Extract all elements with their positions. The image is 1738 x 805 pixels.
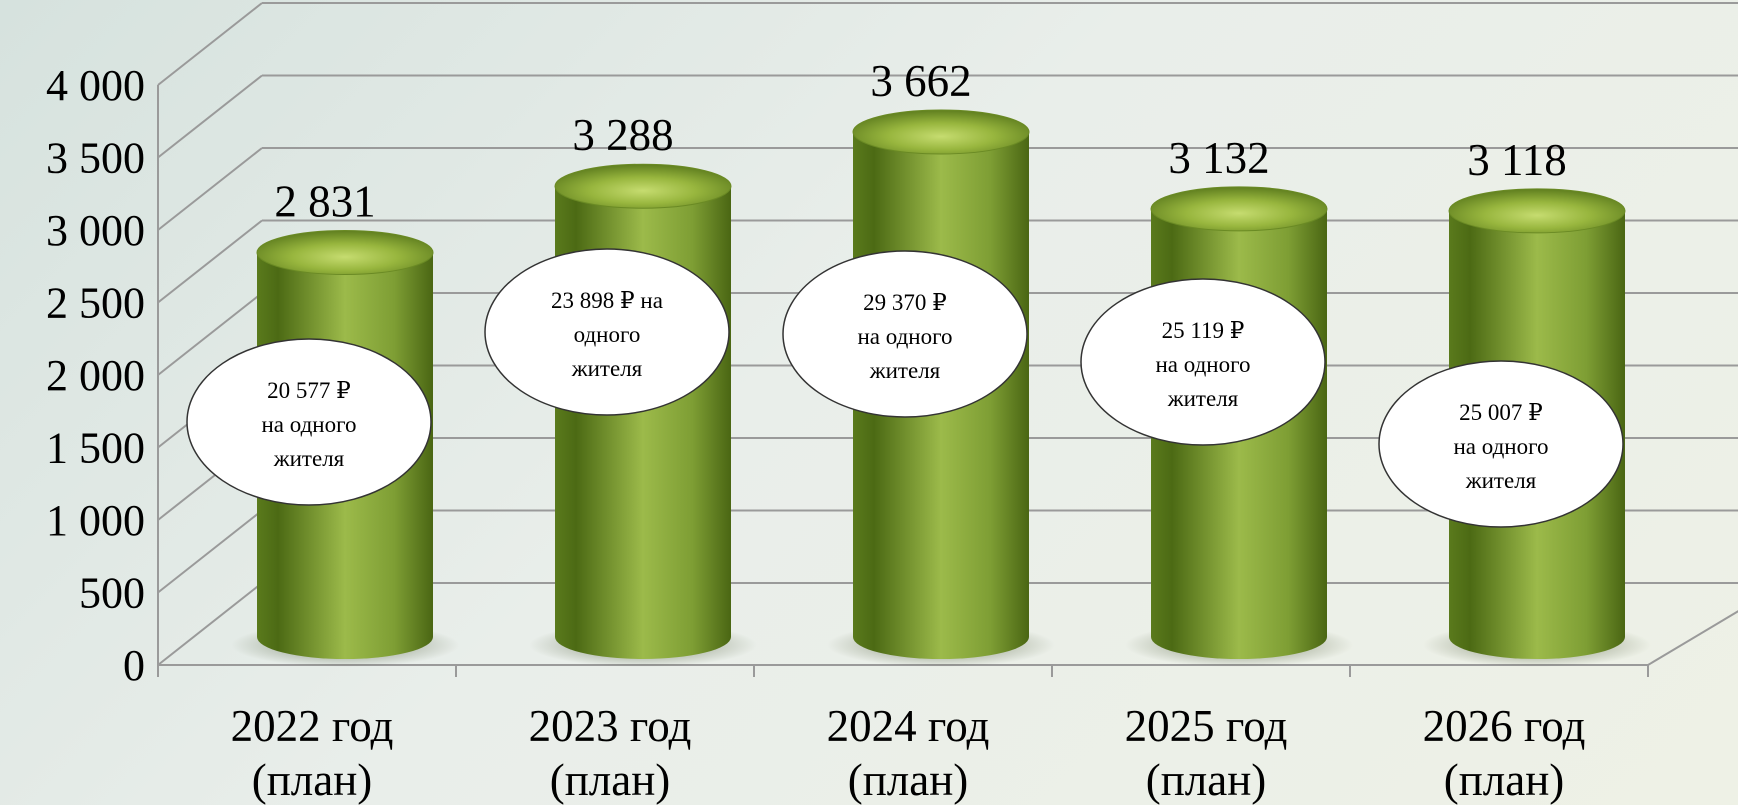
x-category-label: 2023 год bbox=[529, 701, 692, 751]
bar-value-label: 3 662 bbox=[870, 56, 971, 106]
y-tick-label: 4 000 bbox=[46, 61, 145, 110]
y-tick-label: 3 500 bbox=[46, 134, 145, 183]
x-category-label: 2022 год bbox=[231, 701, 394, 751]
per-resident-label: на одного bbox=[858, 324, 953, 349]
gridline-diagonal bbox=[157, 582, 263, 666]
label-layer: 2 831 20 577 ₽ на одного жителя 3 288 23 898 … bbox=[186, 56, 1624, 528]
bar-value-label: 3 288 bbox=[572, 110, 673, 160]
gridline-diagonal bbox=[157, 147, 263, 231]
per-resident-bubble bbox=[1080, 278, 1326, 446]
bar-top-cap bbox=[554, 163, 732, 209]
y-tick-label: 3 000 bbox=[46, 206, 145, 255]
per-resident-bubble bbox=[782, 250, 1028, 418]
x-category-label: 2025 год bbox=[1125, 701, 1288, 751]
y-tick-label: 1 500 bbox=[46, 424, 145, 473]
per-resident-label: 25 119 ₽ bbox=[1162, 318, 1245, 343]
per-resident-label: жителя bbox=[273, 446, 345, 471]
bar-top-cap bbox=[256, 230, 434, 276]
bar-top-cap bbox=[1448, 188, 1626, 234]
bar-top-cap bbox=[852, 109, 1030, 155]
x-category-label: (план) bbox=[1444, 755, 1565, 805]
per-resident-label: жителя bbox=[869, 358, 941, 383]
per-resident-label: 29 370 ₽ bbox=[863, 290, 947, 315]
per-resident-bubble bbox=[484, 248, 730, 416]
x-category-label: 2026 год bbox=[1423, 701, 1586, 751]
per-resident-bubble bbox=[186, 338, 432, 506]
y-tick-label: 500 bbox=[79, 569, 145, 618]
per-resident-label: на одного bbox=[262, 412, 357, 437]
x-category-label: (план) bbox=[1146, 755, 1267, 805]
x-category-label: (план) bbox=[550, 755, 671, 805]
bar-value-label: 3 118 bbox=[1467, 135, 1567, 185]
per-resident-label: 20 577 ₽ bbox=[267, 378, 351, 403]
y-tick-label: 0 bbox=[123, 641, 145, 690]
per-resident-label: на одного bbox=[1454, 434, 1549, 459]
bar-value-label: 2 831 bbox=[274, 177, 375, 227]
gridline-diagonal bbox=[157, 74, 263, 159]
per-resident-label: жителя bbox=[571, 356, 643, 381]
per-resident-label: 25 007 ₽ bbox=[1459, 400, 1543, 425]
per-resident-label: жителя bbox=[1167, 386, 1239, 411]
per-resident-bubble bbox=[1378, 360, 1624, 528]
bar-top-cap bbox=[1150, 186, 1328, 232]
per-resident-label: жителя bbox=[1465, 468, 1537, 493]
gridline-diagonal bbox=[157, 509, 263, 594]
y-tick-label: 2 500 bbox=[46, 279, 145, 328]
gridline-diagonal bbox=[157, 2, 263, 86]
axis-layer: 0 500 1 000 1 500 2 000 2 500 3 000 3 500 4 000 2… bbox=[46, 61, 1649, 805]
bar-value-label: 3 132 bbox=[1168, 133, 1269, 183]
y-tick-label: 2 000 bbox=[46, 351, 145, 400]
per-resident-label: одного bbox=[574, 322, 641, 347]
x-category-label: (план) bbox=[252, 755, 373, 805]
y-tick-label: 1 000 bbox=[46, 496, 145, 545]
x-category-label: (план) bbox=[848, 755, 969, 805]
floor-right-edge bbox=[1647, 610, 1738, 666]
gridline-diagonal bbox=[157, 292, 263, 376]
gridline-diagonal bbox=[157, 219, 263, 304]
per-resident-label: на одного bbox=[1156, 352, 1251, 377]
x-category-label: 2024 год bbox=[827, 701, 990, 751]
per-resident-label: 23 898 ₽ на bbox=[551, 288, 663, 313]
